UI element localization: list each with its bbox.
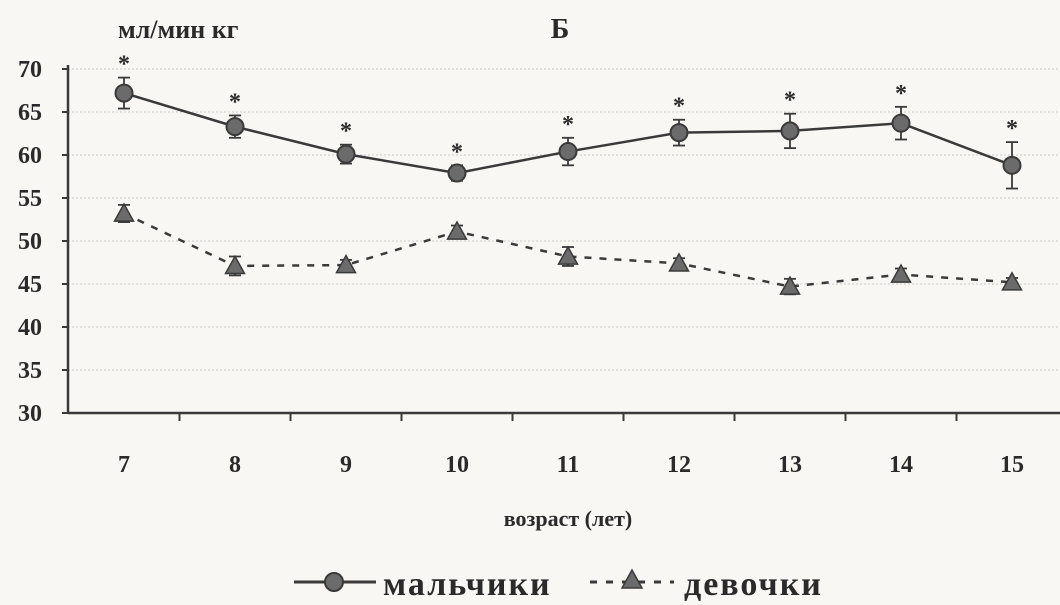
data-point	[114, 83, 134, 103]
data-point	[558, 142, 578, 162]
y-axis-title: мл/мин кг	[118, 15, 239, 44]
x-tick-label: 11	[557, 452, 580, 478]
y-tick-label: 40	[18, 315, 42, 341]
y-tick-label: 35	[18, 358, 42, 384]
data-point	[890, 263, 912, 283]
chart-title: Б	[551, 14, 570, 45]
series-layer: * * * * * * * * *	[113, 52, 1023, 296]
x-tick-label: 7	[118, 452, 130, 478]
data-point	[669, 123, 689, 143]
significance-mark: *	[673, 94, 685, 120]
x-tick-label: 8	[229, 452, 241, 478]
x-tick-label: 14	[889, 452, 913, 478]
y-tick-label: 50	[18, 229, 42, 255]
legend: мальчики девочки	[294, 566, 823, 603]
significance-mark: *	[340, 119, 352, 145]
x-tick-label: 9	[340, 452, 352, 478]
series-girls	[113, 202, 1023, 296]
legend-label-boys: мальчики	[383, 566, 552, 603]
significance-mark: *	[562, 112, 574, 138]
data-point	[779, 275, 801, 295]
y-tick-label: 60	[18, 143, 42, 169]
data-point	[891, 113, 911, 133]
y-tick-labels: 30 35 40 45 50 55 60 65 70	[18, 57, 42, 427]
significance-mark: *	[784, 88, 796, 114]
significance-mark: *	[895, 81, 907, 107]
legend-entry-girls	[590, 568, 674, 589]
data-point	[447, 163, 467, 183]
data-point	[225, 117, 245, 137]
data-point	[1001, 271, 1023, 291]
data-point	[557, 245, 579, 265]
y-tick-label: 30	[18, 401, 42, 427]
x-tick-label: 13	[778, 452, 802, 478]
data-point	[780, 121, 800, 141]
y-tick-label: 55	[18, 186, 42, 212]
data-point	[1002, 155, 1022, 175]
significance-mark: *	[229, 89, 241, 115]
y-tick-label: 65	[18, 100, 42, 126]
x-tick-label: 15	[1000, 452, 1024, 478]
x-tick-label: 10	[445, 452, 469, 478]
data-point	[668, 252, 690, 272]
x-tick-label: 12	[667, 452, 691, 478]
series-boys: * * * * * * * * *	[114, 52, 1022, 190]
axes	[62, 65, 1060, 421]
legend-marker-boys	[324, 572, 344, 592]
y-tick-label: 45	[18, 272, 42, 298]
significance-mark: *	[118, 52, 130, 78]
x-tick-labels: 7 8 9 10 11 12 13 14 15	[118, 452, 1024, 478]
data-point	[336, 144, 356, 164]
legend-label-girls: девочки	[684, 566, 823, 603]
significance-mark: *	[451, 139, 463, 165]
legend-entry-boys	[294, 572, 376, 592]
legend-marker-girls	[620, 568, 644, 589]
significance-mark: *	[1006, 116, 1018, 142]
data-point	[446, 220, 468, 240]
data-point	[224, 254, 246, 275]
x-axis-title: возраст (лет)	[504, 506, 632, 531]
data-point	[335, 254, 357, 274]
y-tick-label: 70	[18, 57, 42, 83]
data-point	[113, 202, 135, 222]
